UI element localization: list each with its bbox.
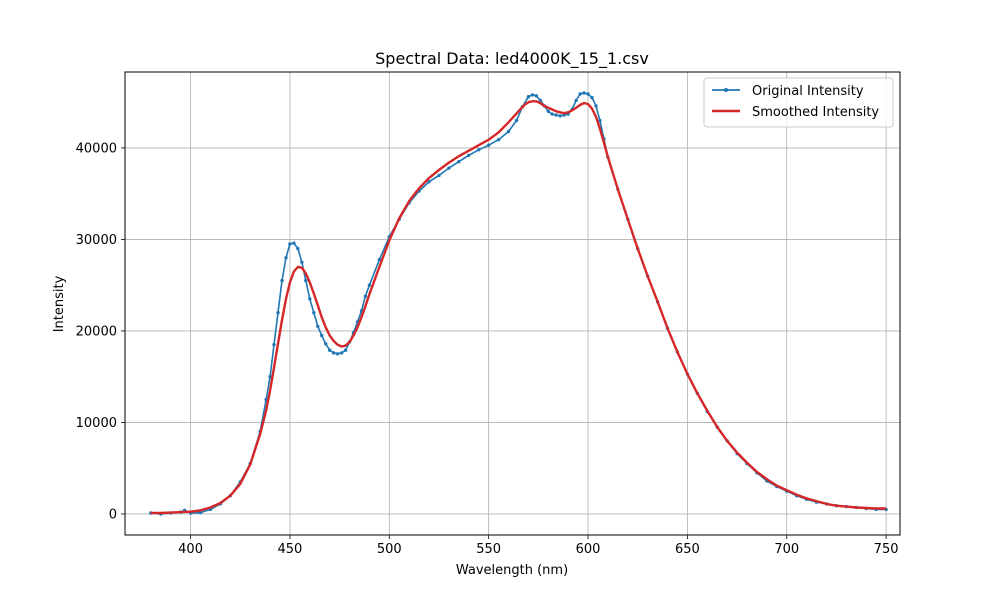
original-intensity-point — [328, 348, 332, 352]
original-intensity-point — [496, 138, 501, 142]
legend-box — [703, 77, 894, 128]
original-intensity-point — [457, 160, 461, 164]
y-tick-label: 10000 — [76, 416, 117, 431]
legend-original-marker — [724, 88, 728, 92]
x-tick-label: 400 — [178, 542, 203, 557]
x-tick-label: 550 — [476, 542, 501, 557]
original-intensity-point — [447, 166, 451, 170]
original-intensity-point — [304, 278, 308, 283]
original-intensity-point — [198, 510, 203, 515]
original-intensity-point — [594, 104, 598, 108]
original-intensity-point — [477, 148, 481, 152]
legend-original-label: Original Intensity — [752, 84, 864, 99]
original-intensity-point — [427, 180, 431, 184]
original-intensity-point — [363, 294, 368, 298]
original-intensity-point — [276, 311, 280, 315]
original-intensity-point — [300, 260, 304, 264]
original-intensity-point — [467, 153, 471, 157]
original-intensity-point — [343, 348, 348, 352]
x-tick-label: 600 — [576, 542, 601, 557]
smoothed-intensity-line — [150, 100, 887, 515]
legend-smoothed-label: Smoothed Intensity — [752, 105, 879, 120]
y-tick-label: 40000 — [76, 141, 117, 156]
original-intensity-point — [292, 241, 296, 245]
original-intensity-point — [550, 112, 554, 116]
original-intensity-point — [586, 92, 590, 96]
original-intensity-point — [367, 283, 372, 287]
x-tick-label: 650 — [675, 542, 700, 557]
original-intensity-point — [506, 129, 511, 134]
original-intensity-point — [554, 113, 558, 117]
plot-frame — [124, 71, 901, 536]
series-layer — [149, 91, 888, 516]
original-intensity-point — [590, 95, 594, 100]
original-intensity-point — [296, 246, 300, 251]
original-intensity-point — [530, 93, 535, 97]
original-intensity-point — [546, 109, 550, 114]
original-intensity-point — [487, 143, 491, 147]
original-intensity-point — [324, 342, 328, 346]
original-intensity-point — [582, 91, 586, 95]
original-intensity-point — [574, 98, 578, 103]
original-intensity-point — [514, 118, 519, 123]
original-intensity-point — [308, 297, 312, 301]
original-intensity-point — [280, 278, 284, 283]
y-tick-label: 30000 — [76, 233, 117, 248]
original-intensity-point — [437, 173, 441, 178]
original-intensity-point — [268, 375, 272, 379]
original-intensity-point — [538, 98, 542, 103]
original-intensity-point — [332, 351, 336, 355]
original-intensity-point — [377, 257, 382, 262]
original-intensity-point — [339, 351, 344, 355]
original-intensity-point — [534, 94, 538, 98]
y-axis-label: Intensity — [52, 275, 67, 332]
original-intensity-point — [288, 242, 292, 246]
x-tick-label: 500 — [377, 542, 402, 557]
y-tick-label: 0 — [109, 507, 117, 522]
original-intensity-point — [558, 114, 562, 118]
ticks: 400 450 500 550 600 650 700 750 0 10000 20000 30000… — [76, 141, 899, 557]
original-intensity-point — [284, 256, 288, 260]
original-intensity-point — [316, 324, 320, 329]
x-tick-label: 700 — [774, 542, 799, 557]
x-axis-label: Wavelength (nm) — [456, 563, 568, 578]
original-intensity-point — [598, 118, 602, 123]
original-intensity-point — [578, 92, 582, 96]
x-tick-label: 750 — [874, 542, 899, 557]
original-intensity-point — [320, 333, 324, 338]
x-tick-label: 450 — [278, 542, 303, 557]
original-intensity-point — [272, 343, 276, 347]
original-intensity-point — [335, 352, 340, 356]
grid — [125, 72, 900, 535]
legend: Original Intensity Smoothed Intensity — [703, 77, 894, 128]
chart-title: Spectral Data: led4000K_15_1.csv — [375, 49, 649, 69]
original-intensity-point — [526, 95, 531, 99]
original-intensity-point — [312, 311, 316, 315]
y-tick-label: 20000 — [76, 324, 117, 339]
